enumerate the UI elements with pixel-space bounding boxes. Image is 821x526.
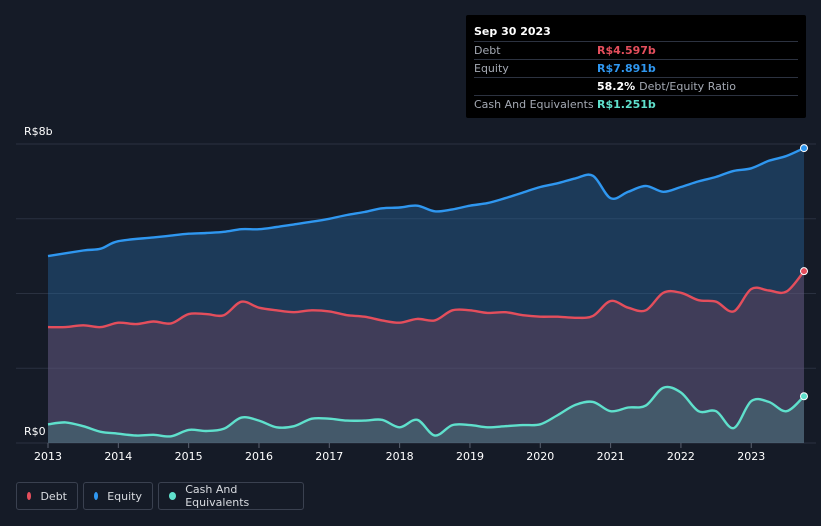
legend-debt[interactable]: Debt [16,482,78,510]
x-tick-label-2023: 2023 [737,450,765,463]
x-tick-label-2020: 2020 [526,450,554,463]
x-axis-ticks: 2013 2014 2015 2016 2017 2018 2019 2020 2021 2022… [34,443,765,463]
tooltip-equity-value: R$7.891b [597,62,656,75]
legend-cash[interactable]: Cash And Equivalents [158,482,304,510]
y-tick-label-top: R$8b [24,125,53,138]
x-tick-label-2016: 2016 [245,450,273,463]
x-tick-label-2013: 2013 [34,450,62,463]
x-tick-label-2022: 2022 [667,450,695,463]
legend-debt-label: Debt [40,489,67,503]
tooltip-date: Sep 30 2023 [474,23,798,42]
legend-equity-dot [94,492,99,500]
tooltip-ratio-sub: Debt/Equity Ratio [639,80,736,93]
cash-and-equivalents-line [47,385,805,438]
debt-area [48,271,804,443]
cash-and-equivalents-area [48,386,804,443]
legend-cash-dot [169,492,177,500]
equity-endpoint [800,144,808,153]
series-endpoints [800,144,808,401]
tooltip-panel: Sep 30 2023 Debt R$4.597b Equity R$7.891… [466,15,806,118]
debt-line [47,270,805,329]
x-tick-label-2017: 2017 [315,450,343,463]
tooltip-row-ratio: 58.2% Debt/Equity Ratio [474,78,798,96]
x-tick-label-2019: 2019 [456,450,484,463]
tooltip-cash-label: Cash And Equivalents [474,98,594,111]
tooltip-ratio-number: 58.2% [597,80,636,93]
x-tick-label-2015: 2015 [175,450,203,463]
tooltip-debt-value: R$4.597b [597,44,656,57]
tooltip-equity-label: Equity [474,62,509,75]
legend-cash-label: Cash And Equivalents [185,483,250,509]
equity-line [47,147,805,258]
x-tick-label-2014: 2014 [104,450,132,463]
legend-equity-label: Equity [107,489,142,503]
tooltip-row-cash: Cash And Equivalents R$1.251b [474,96,798,113]
tooltip-ratio-value: 58.2% Debt/Equity Ratio [597,78,736,95]
gridlines [16,143,816,444]
y-tick-label-bottom: R$0 [24,425,46,438]
series-lines [47,147,805,438]
debt-endpoint [800,267,808,276]
tooltip-ratio-label [474,78,597,95]
tooltip-row-equity: Equity R$7.891b [474,60,798,78]
tooltip-row-debt: Debt R$4.597b [474,42,798,60]
cash-and-equivalents-endpoint [800,392,808,401]
tooltip-cash-value: R$1.251b [597,98,656,111]
equity-area [48,148,804,443]
legend-debt-dot [27,492,32,500]
x-tick-label-2021: 2021 [597,450,625,463]
x-tick-label-2018: 2018 [386,450,414,463]
tooltip-debt-label: Debt [474,44,501,57]
series-areas [48,148,804,443]
legend-equity[interactable]: Equity [83,482,153,510]
